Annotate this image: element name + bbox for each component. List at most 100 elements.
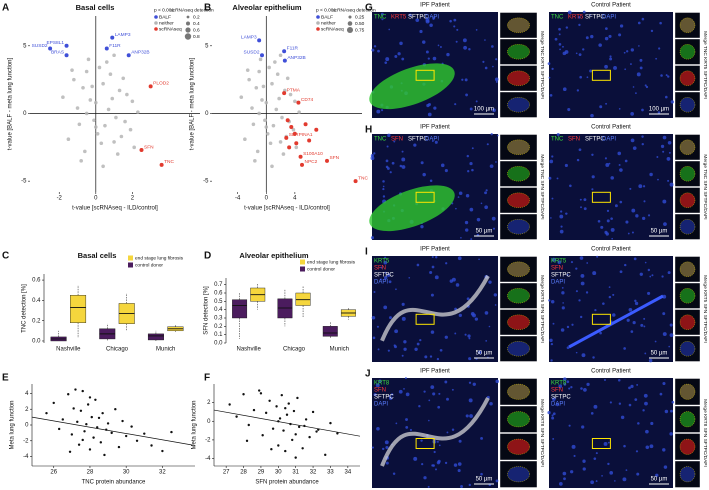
inset-label: SFTPC/DAPI bbox=[702, 71, 708, 99]
nucleus bbox=[624, 68, 627, 71]
point bbox=[251, 122, 256, 127]
nucleus bbox=[468, 337, 471, 340]
point bbox=[150, 444, 153, 447]
nucleus bbox=[595, 480, 598, 483]
nucleus bbox=[551, 67, 554, 71]
nucleus bbox=[382, 195, 386, 198]
nucleus bbox=[644, 352, 647, 355]
x-tick-label: Chicago bbox=[283, 347, 306, 353]
nucleus bbox=[394, 345, 397, 349]
legend-label: control donor bbox=[135, 262, 163, 268]
point bbox=[278, 417, 282, 420]
point bbox=[72, 77, 76, 82]
legend-swatch bbox=[300, 266, 305, 272]
nucleus bbox=[648, 358, 653, 363]
inset-cell bbox=[679, 466, 696, 483]
point bbox=[255, 149, 260, 154]
nucleus bbox=[430, 385, 435, 389]
nucleus bbox=[571, 323, 574, 326]
point bbox=[135, 439, 139, 442]
y-tick-label: 0 bbox=[207, 419, 211, 425]
nucleus bbox=[604, 36, 609, 41]
channel-label: TNC bbox=[374, 137, 387, 143]
size-legend-mark bbox=[185, 27, 191, 33]
point bbox=[101, 81, 105, 86]
point bbox=[48, 46, 53, 51]
inset-label: SFN bbox=[539, 304, 545, 315]
nucleus bbox=[649, 275, 652, 278]
point bbox=[128, 127, 133, 132]
point-label: PLOD2 bbox=[153, 81, 169, 87]
stain bbox=[568, 294, 664, 349]
nucleus bbox=[472, 382, 476, 386]
y-tick-label: 5 bbox=[23, 43, 27, 49]
inset-cell bbox=[507, 466, 530, 483]
image-heading: IPF Patient bbox=[420, 3, 450, 9]
nucleus bbox=[566, 346, 570, 350]
nucleus bbox=[582, 459, 586, 463]
inset-label: KRT5 bbox=[539, 57, 545, 71]
nucleus bbox=[568, 424, 571, 427]
point bbox=[103, 123, 107, 128]
nucleus bbox=[438, 444, 441, 447]
inset-cell bbox=[507, 288, 530, 304]
panel-letter: B bbox=[204, 3, 211, 14]
point-label: SERPINA1 bbox=[289, 132, 313, 138]
nucleus bbox=[558, 33, 561, 36]
point bbox=[329, 421, 332, 425]
inset-cell bbox=[679, 97, 696, 113]
point bbox=[90, 415, 93, 419]
chart-title: Alveolar epithelium bbox=[239, 251, 309, 260]
point bbox=[101, 411, 104, 415]
inset-cell bbox=[679, 341, 696, 357]
point bbox=[271, 427, 275, 430]
nucleus bbox=[649, 444, 654, 449]
scale-label: 50 µm bbox=[476, 351, 493, 357]
nucleus bbox=[415, 18, 420, 23]
inset-label: KRT5 bbox=[702, 57, 708, 71]
nucleus bbox=[650, 421, 654, 426]
nucleus bbox=[593, 457, 597, 460]
roi-box bbox=[415, 191, 435, 203]
panel-letter: J bbox=[365, 369, 371, 380]
nucleus bbox=[555, 403, 559, 407]
nucleus bbox=[371, 446, 374, 449]
nucleus bbox=[401, 157, 406, 162]
point-label: NPC2 bbox=[305, 159, 318, 165]
nucleus bbox=[567, 10, 572, 15]
nucleus bbox=[495, 379, 500, 384]
nucleus bbox=[614, 480, 616, 482]
nucleus bbox=[582, 48, 585, 51]
point bbox=[84, 111, 89, 116]
nucleus bbox=[550, 359, 553, 362]
nucleus bbox=[630, 384, 634, 388]
nucleus bbox=[665, 95, 668, 99]
point bbox=[325, 158, 329, 163]
point bbox=[64, 53, 69, 58]
point bbox=[79, 159, 83, 163]
point bbox=[81, 85, 85, 90]
nucleus bbox=[464, 333, 467, 336]
image-heading: Control Patient bbox=[591, 3, 631, 9]
nucleus bbox=[465, 414, 469, 418]
point-label: F11R bbox=[287, 45, 299, 51]
channel-label: DAPI bbox=[425, 137, 439, 143]
nucleus bbox=[420, 161, 424, 165]
inset bbox=[674, 405, 701, 433]
point bbox=[110, 96, 115, 101]
point-label: TNC bbox=[358, 175, 368, 181]
point bbox=[83, 430, 86, 433]
point bbox=[282, 49, 287, 54]
nucleus bbox=[432, 56, 437, 61]
nucleus bbox=[662, 199, 667, 204]
roi-box bbox=[591, 69, 611, 81]
channel-label: DAPI bbox=[425, 15, 439, 21]
nucleus bbox=[566, 325, 570, 329]
nucleus bbox=[618, 33, 622, 37]
point bbox=[292, 131, 297, 136]
x-tick-label: Munich bbox=[330, 347, 349, 353]
y-tick-label: 0 bbox=[25, 423, 29, 429]
size-legend-title: scRNAseq detection bbox=[170, 7, 214, 13]
nucleus bbox=[598, 43, 602, 47]
nucleus bbox=[446, 431, 449, 434]
